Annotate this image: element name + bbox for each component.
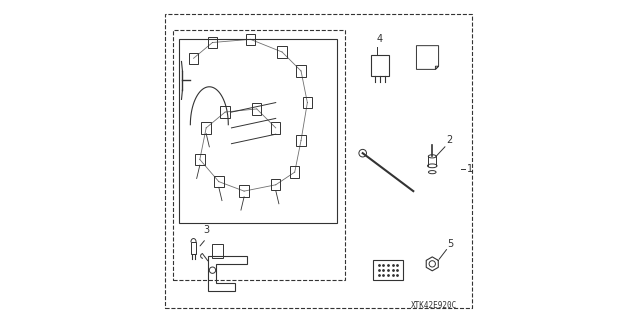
Bar: [189, 53, 198, 64]
Bar: [290, 167, 300, 178]
Bar: [371, 55, 389, 76]
Bar: [191, 242, 196, 254]
Bar: [220, 106, 230, 118]
Bar: [179, 39, 337, 223]
Bar: [277, 46, 287, 58]
Bar: [271, 122, 280, 134]
Text: 2: 2: [447, 135, 452, 145]
Bar: [303, 97, 312, 108]
Text: 1: 1: [467, 164, 473, 174]
Bar: [373, 260, 403, 280]
Text: XTK42E920C: XTK42E920C: [412, 301, 458, 310]
Bar: [202, 122, 211, 134]
Bar: [239, 185, 249, 197]
Bar: [214, 176, 223, 187]
Bar: [208, 37, 217, 48]
Bar: [195, 154, 205, 165]
Bar: [252, 103, 262, 115]
Bar: [296, 135, 306, 146]
Bar: [212, 244, 223, 258]
Bar: [296, 65, 306, 77]
Text: 4: 4: [377, 34, 383, 44]
Text: 5: 5: [447, 239, 454, 249]
Bar: [173, 30, 346, 280]
Bar: [271, 179, 280, 190]
Text: 3: 3: [203, 226, 209, 235]
Bar: [246, 33, 255, 45]
